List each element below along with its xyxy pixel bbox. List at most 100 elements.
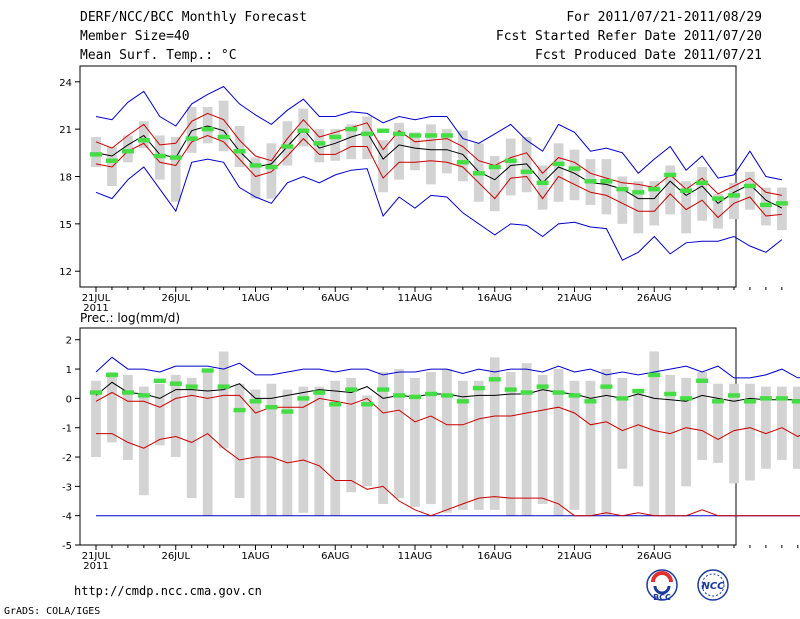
x-tick-year: 2011 xyxy=(83,303,108,314)
observed-marker xyxy=(600,384,613,389)
range-bar xyxy=(713,383,723,463)
y-tick-label: -3 xyxy=(62,482,72,493)
y-tick-label: 24 xyxy=(59,78,72,89)
observed-marker xyxy=(377,128,390,133)
x-tick-year: 2011 xyxy=(83,561,108,572)
x-tick-label: 6AUG xyxy=(321,551,349,562)
range-bar xyxy=(186,107,197,153)
observed-marker xyxy=(456,399,469,404)
range-bar xyxy=(202,371,213,516)
observed-marker xyxy=(377,387,390,392)
range-bar xyxy=(378,140,388,193)
observed-marker xyxy=(297,128,310,133)
observed-marker xyxy=(105,158,118,163)
observed-marker xyxy=(265,404,278,410)
y-tick-label: 18 xyxy=(59,173,72,184)
observed-marker xyxy=(281,409,294,414)
observed-marker xyxy=(680,188,693,193)
observed-marker xyxy=(185,384,198,389)
observed-marker xyxy=(696,378,709,383)
range-bar xyxy=(154,383,165,446)
observed-marker xyxy=(664,391,677,397)
range-bar xyxy=(410,132,420,171)
y-tick-label: 15 xyxy=(59,220,72,231)
range-bar xyxy=(601,369,612,516)
range-bar xyxy=(585,380,596,516)
range-bar xyxy=(170,374,181,458)
range-bar xyxy=(91,380,101,458)
member-size: Member Size=40 xyxy=(80,29,190,44)
range-bar xyxy=(697,167,707,221)
observed-marker xyxy=(169,381,182,386)
observed-marker xyxy=(281,144,294,149)
x-tick-label: 26JUL xyxy=(161,293,190,304)
observed-marker xyxy=(759,202,772,208)
upper-spread-line xyxy=(95,391,800,440)
observed-marker xyxy=(520,390,533,395)
observed-marker xyxy=(648,372,661,378)
range-bar xyxy=(330,129,341,161)
fcst-started-date: Fcst Started Refer Date 2011/07/20 xyxy=(495,29,762,44)
range-bar xyxy=(633,181,644,234)
range-bar xyxy=(681,181,692,234)
range-bar xyxy=(505,371,516,516)
observed-marker xyxy=(759,396,772,401)
observed-marker xyxy=(584,399,597,404)
x-tick-label: 6AUG xyxy=(321,293,349,304)
range-bar xyxy=(298,108,309,147)
observed-marker xyxy=(201,126,214,132)
observed-marker xyxy=(409,394,421,400)
observed-marker xyxy=(504,158,517,163)
observed-marker xyxy=(472,385,485,391)
grads-credit: GrADS: COLA/IGES xyxy=(4,606,101,617)
lower-spread-line xyxy=(96,432,800,517)
observed-marker xyxy=(616,396,629,401)
observed-marker xyxy=(105,372,118,378)
minimum-line xyxy=(95,158,783,261)
range-bar xyxy=(553,143,564,202)
observed-marker xyxy=(265,164,278,170)
range-bar xyxy=(170,137,181,202)
range-bar xyxy=(792,386,800,469)
range-bar xyxy=(138,386,149,496)
observed-marker xyxy=(520,169,533,174)
observed-marker xyxy=(329,134,342,140)
range-bar xyxy=(681,377,692,487)
range-bar xyxy=(776,187,787,231)
range-bar xyxy=(633,389,644,487)
observed-marker xyxy=(504,387,517,392)
observed-marker xyxy=(472,171,485,176)
observed-marker xyxy=(121,390,134,395)
observed-marker xyxy=(600,179,613,184)
range-bar xyxy=(202,107,213,144)
maximum-line xyxy=(95,85,782,181)
observed-marker xyxy=(616,186,629,192)
observed-marker xyxy=(456,160,469,165)
observed-marker xyxy=(536,180,549,186)
y-tick-label: 21 xyxy=(59,125,72,136)
range-bar xyxy=(426,124,436,185)
range-bar xyxy=(442,129,452,174)
range-bar xyxy=(665,374,676,516)
range-bar xyxy=(186,377,197,499)
range-bar xyxy=(617,377,628,469)
observed-marker xyxy=(249,399,262,404)
range-bar xyxy=(394,369,404,499)
observed-marker xyxy=(728,193,740,198)
observed-marker xyxy=(217,384,230,389)
observed-marker xyxy=(696,180,709,186)
range-bar xyxy=(314,386,325,516)
observed-marker xyxy=(345,387,358,392)
observed-marker xyxy=(743,399,756,404)
range-bar xyxy=(457,130,468,182)
range-bar xyxy=(745,171,755,210)
range-bar xyxy=(410,377,420,507)
range-bar xyxy=(107,146,117,186)
range-bar xyxy=(729,383,739,484)
observed-marker xyxy=(217,134,230,140)
observed-marker xyxy=(584,179,597,184)
lower-spread-line xyxy=(95,134,782,219)
source-url[interactable]: http://cmdp.ncc.cma.gov.cn xyxy=(74,584,262,598)
